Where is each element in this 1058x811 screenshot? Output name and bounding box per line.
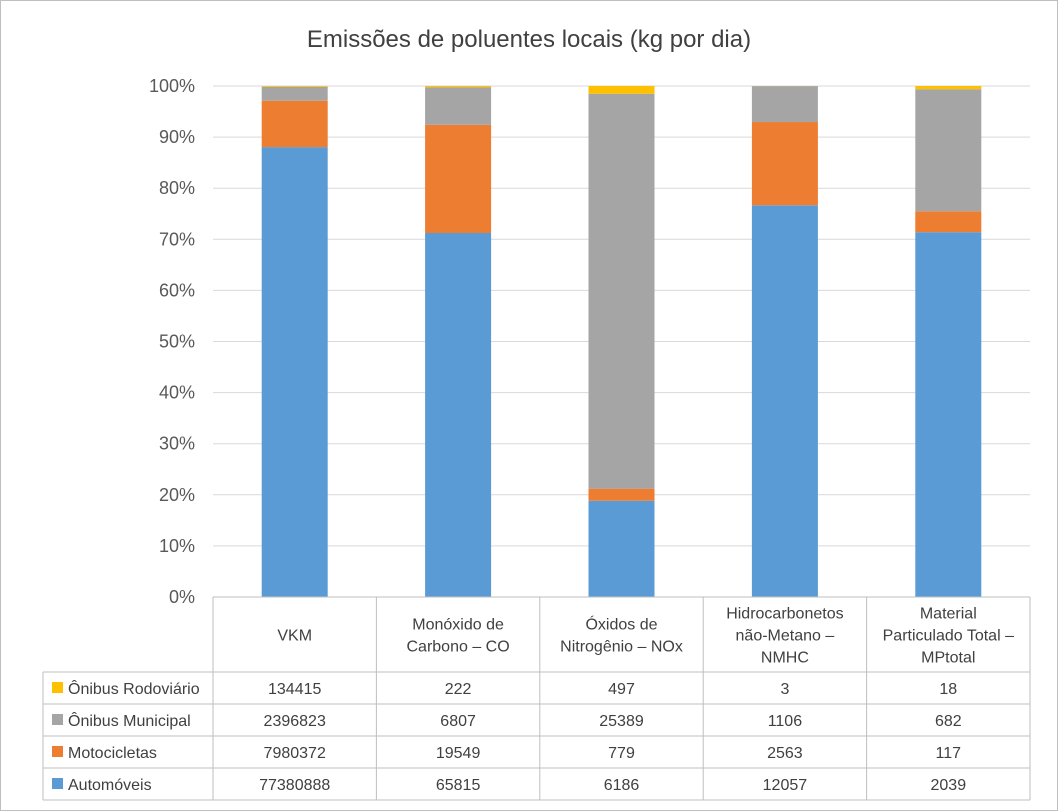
table-value: 3 (780, 681, 789, 698)
table-value: 6807 (440, 713, 476, 730)
y-tick-label: 20% (159, 485, 195, 505)
y-tick-label: 30% (159, 434, 195, 454)
category-label: Óxidos de (585, 615, 657, 634)
category-label: Material (920, 606, 977, 623)
bar-segment (261, 147, 328, 598)
y-tick-label: 50% (159, 332, 195, 352)
legend-key (52, 778, 63, 789)
bar-segment (588, 500, 655, 597)
y-tick-label: 60% (159, 280, 195, 300)
category-label: Particulado Total – (883, 628, 1014, 645)
category-label: Monóxido de (412, 617, 504, 634)
table-value: 2563 (767, 745, 803, 762)
bar-segment (915, 211, 982, 233)
bar-segment (425, 124, 492, 233)
bar-segment (588, 488, 655, 501)
chart-title: Emissões de poluentes locais (kg por dia… (306, 26, 752, 53)
category-label: VKM (277, 628, 312, 645)
category-label: Nitrogênio – NOx (560, 639, 683, 656)
table-value: 497 (608, 681, 635, 698)
bar-segment (261, 86, 328, 87)
legend-key (52, 682, 63, 693)
table-value: 7980372 (264, 745, 326, 762)
legend-key (52, 746, 63, 757)
y-tick-label: 0% (169, 587, 195, 607)
table-value: 222 (445, 681, 472, 698)
category-label: Carbono – CO (407, 639, 510, 656)
bar-segment (425, 232, 492, 597)
bar-segment (751, 205, 818, 598)
legend-label: Motocicletas (68, 745, 157, 762)
bar-segment (915, 232, 982, 597)
y-tick-label: 90% (159, 127, 195, 147)
legend-key (52, 714, 63, 725)
y-tick-label: 10% (159, 536, 195, 556)
bar-segment (915, 89, 982, 212)
bar-segment (425, 86, 492, 88)
table-value: 77380888 (259, 777, 330, 794)
category-label: MPtotal (921, 650, 975, 667)
y-tick-label: 40% (159, 383, 195, 403)
bar-segment (588, 86, 655, 94)
legend-label: Ônibus Rodoviário (68, 679, 200, 698)
table-value: 1106 (768, 713, 803, 730)
table-value: 25389 (599, 713, 644, 730)
table-value: 65815 (436, 777, 481, 794)
table-value: 6186 (604, 777, 640, 794)
y-tick-label: 70% (159, 229, 195, 249)
category-label: não-Metano – (736, 628, 835, 645)
bar-segment (261, 100, 328, 148)
y-tick-label: 80% (159, 178, 195, 198)
bar-segment (751, 86, 818, 123)
table-value: 779 (608, 745, 635, 762)
table-value: 19549 (436, 745, 481, 762)
table-value: 2396823 (264, 713, 326, 730)
table-value: 134415 (268, 681, 321, 698)
table-value: 12057 (763, 777, 808, 794)
table-value: 2039 (931, 777, 967, 794)
category-label: NMHC (761, 650, 809, 667)
bar-segment (588, 93, 655, 489)
bar-segment (261, 86, 328, 101)
legend-label: Ônibus Municipal (68, 711, 191, 730)
bar-segment (751, 122, 818, 206)
legend-label: Automóveis (68, 777, 152, 794)
table-value: 117 (936, 745, 962, 762)
bar-segment (915, 86, 982, 90)
table-value: 18 (939, 681, 957, 698)
table-value: 682 (935, 713, 962, 730)
category-label: Hidrocarbonetos (726, 606, 843, 623)
bar-segment (425, 87, 492, 125)
y-tick-label: 100% (149, 76, 195, 96)
